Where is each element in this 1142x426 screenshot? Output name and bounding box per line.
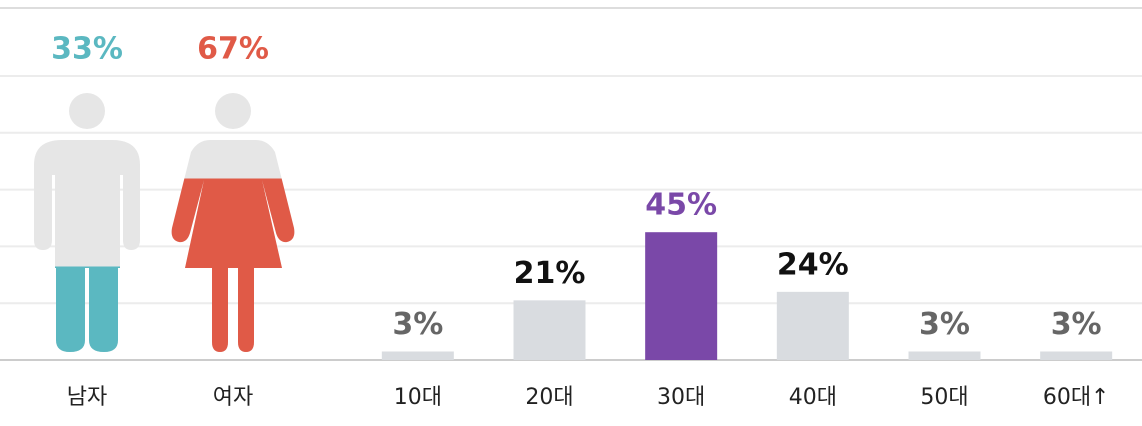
x-tick-label: 60대↑	[1043, 385, 1110, 410]
bar	[645, 232, 718, 360]
bar	[908, 351, 981, 360]
value-label: 67%	[197, 32, 269, 67]
value-label: 3%	[1051, 307, 1102, 342]
bar	[776, 291, 849, 360]
value-label: 21%	[514, 256, 586, 291]
x-tick-label: 50대	[920, 385, 968, 410]
category-label: 여자	[213, 385, 253, 410]
bar	[1040, 351, 1113, 360]
x-tick-label: 30대	[657, 385, 705, 410]
category-label: 남자	[67, 385, 107, 410]
x-tick-label: 40대	[789, 385, 837, 410]
x-tick-label: 20대	[525, 385, 573, 410]
value-label: 24%	[777, 247, 849, 282]
value-label: 3%	[392, 307, 443, 342]
value-label: 45%	[645, 188, 717, 223]
bar	[513, 300, 586, 360]
x-tick-label: 10대	[394, 385, 442, 410]
bar	[381, 351, 454, 360]
value-label: 33%	[51, 32, 123, 67]
value-label: 3%	[919, 307, 970, 342]
